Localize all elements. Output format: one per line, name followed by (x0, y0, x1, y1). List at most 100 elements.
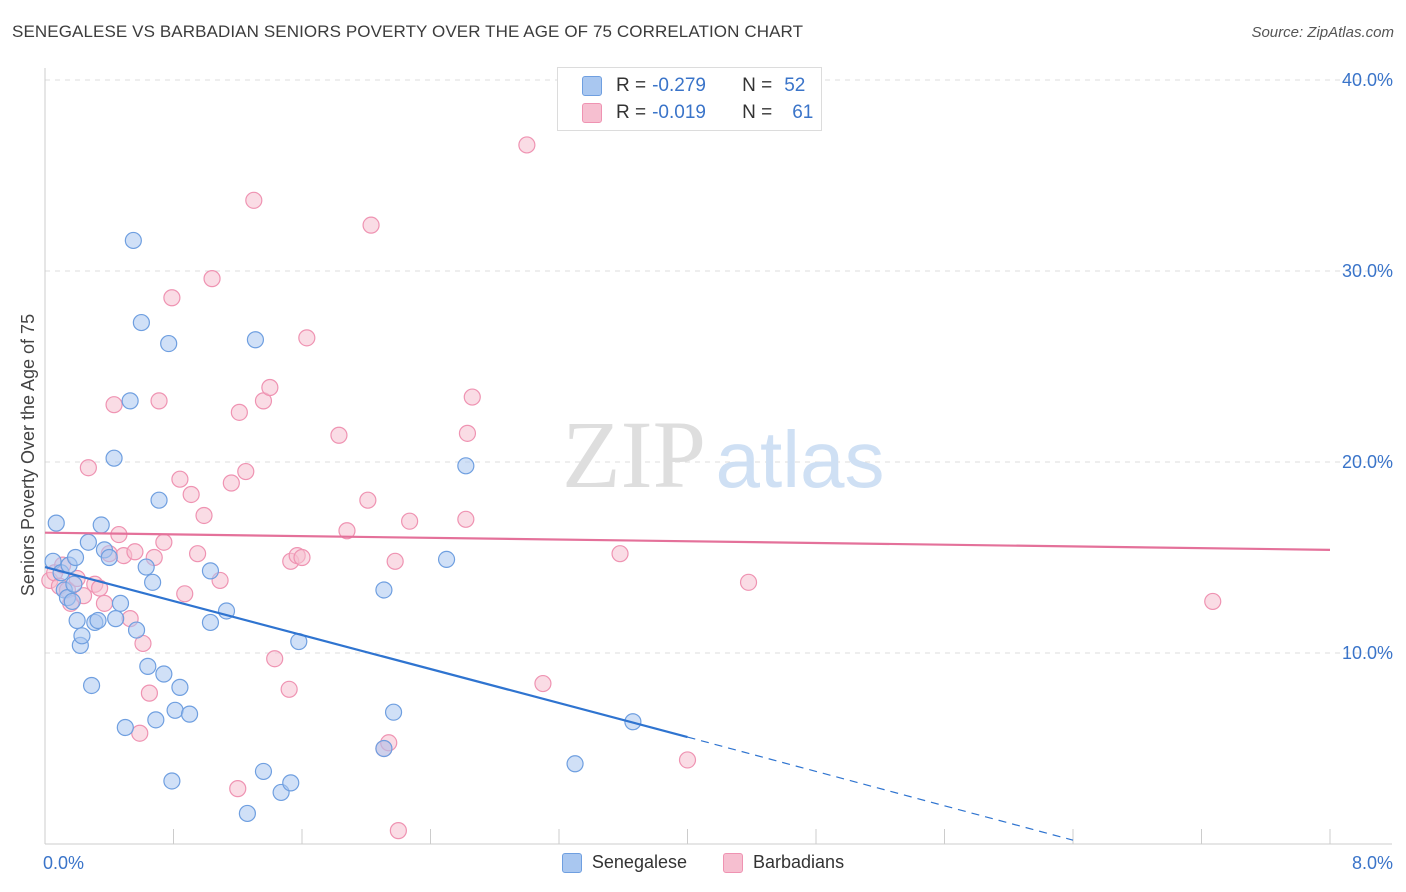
axes (44, 68, 1392, 845)
y-tick-label: 10.0% (1342, 643, 1393, 663)
senegalese-point (111, 594, 130, 612)
legend-n-label: N = (742, 102, 773, 123)
bottom-legend-label: Senegalese (591, 852, 687, 872)
tick-labels: 10.0% 20.0% 30.0% 40.0% 0.0% 8.0% (43, 70, 1393, 873)
y-tick-label: 30.0% (1342, 261, 1393, 281)
watermark-atlas: atlas (716, 415, 885, 504)
senegalese-point (201, 613, 220, 632)
barbadians-point (518, 136, 536, 154)
legend-row-barbadians: R = -0.019 N = 61 (582, 100, 813, 126)
bottom-legend-barbadians: Barbadians (723, 852, 844, 873)
senegalese-point (92, 516, 110, 534)
barbadians-point (131, 724, 149, 742)
grid-lines (45, 79, 1392, 654)
chart-title: SENEGALESE VS BARBADIAN SENIORS POVERTY … (12, 22, 804, 41)
bottom-legend: Senegalese Barbadians (0, 852, 1406, 873)
senegalese-point (384, 703, 403, 721)
barbadians-swatch (723, 852, 743, 873)
barbadians-point (140, 684, 159, 702)
senegalese-point (137, 558, 155, 576)
senegalese-point (246, 331, 265, 349)
barbadians-point (105, 396, 123, 414)
senegalese-point (238, 804, 256, 823)
senegalese-point (282, 774, 300, 792)
barbadians-point (266, 650, 284, 668)
barbadians-point (389, 822, 407, 840)
legend-r-value: -0.019 (652, 102, 706, 123)
senegalese-swatch (561, 852, 582, 873)
senegalese-point (166, 701, 184, 719)
senegalese-point (66, 548, 85, 567)
barbadians-point (245, 191, 263, 209)
barbadians-swatch (582, 103, 602, 123)
barbadians-point (171, 470, 189, 488)
senegalese-point (124, 231, 142, 250)
senegalese-point (116, 718, 134, 737)
barbadians-point (163, 289, 181, 307)
senegalese-point (147, 711, 165, 729)
barbadians-point (362, 216, 380, 234)
barbadians-point (91, 579, 109, 597)
trend-lines (44, 531, 1331, 841)
senegalese-point (121, 392, 139, 410)
legend-n-value: 52 (784, 75, 806, 96)
senegalese-trend-extension (687, 736, 1074, 841)
legend: R = -0.279 N = 52 R = -0.019 N = 61 (557, 67, 822, 131)
senegalese-point (171, 678, 189, 696)
senegalese-point (566, 755, 584, 773)
senegalese-point (254, 762, 273, 781)
senegalese-point (63, 592, 81, 611)
senegalese-trend-line (44, 565, 688, 739)
barbadians-point (176, 585, 194, 603)
senegalese-point (180, 705, 199, 723)
barbadians-point (330, 426, 348, 444)
legend-r-label: R = (616, 75, 647, 96)
y-tick-label: 20.0% (1342, 452, 1393, 472)
senegalese-point (65, 575, 83, 593)
senegalese-point (437, 550, 456, 569)
barbadians-point (611, 545, 629, 563)
barbadians-point (457, 510, 475, 528)
x-tick-label: 8.0% (1352, 853, 1393, 873)
senegalese-point (375, 739, 393, 758)
barbadians-point (230, 403, 248, 421)
barbadians-point (678, 751, 697, 769)
senegalese-point (375, 581, 393, 599)
senegalese-point (132, 313, 150, 332)
senegalese-point (150, 491, 168, 509)
y-tick-label: 40.0% (1342, 70, 1393, 90)
senegalese-point (457, 457, 475, 475)
senegalese-point (105, 449, 123, 467)
legend-row-senegalese: R = -0.279 N = 52 (582, 73, 805, 99)
barbadians-point (229, 780, 247, 798)
watermark-zip: ZIP (562, 401, 706, 508)
senegalese-point (144, 573, 162, 591)
senegalese-point (47, 514, 65, 532)
legend-r-value: -0.279 (652, 75, 706, 96)
barbadians-point (458, 424, 477, 442)
barbadians-point (182, 485, 200, 504)
senegalese-swatch (582, 76, 602, 96)
senegalese-point (201, 562, 220, 580)
senegalese-point (139, 657, 157, 675)
barbadians-point (95, 594, 114, 612)
y-axis-label: Seniors Poverty Over the Age of 75 (18, 314, 38, 596)
barbadians-point (739, 573, 758, 591)
barbadians-point (237, 462, 255, 481)
senegalese-points (44, 231, 642, 823)
senegalese-point (107, 610, 125, 628)
barbadians-point (155, 533, 173, 551)
barbadians-point (386, 552, 404, 570)
barbadians-point (188, 545, 207, 563)
barbadians-point (150, 392, 168, 410)
barbadians-point (280, 680, 298, 698)
senegalese-point (160, 334, 178, 353)
barbadians-point (261, 378, 279, 397)
senegalese-point (163, 772, 181, 790)
bottom-legend-label: Barbadians (753, 852, 845, 872)
senegalese-point (79, 533, 97, 551)
barbadians-point (359, 491, 377, 509)
senegalese-point (68, 611, 86, 630)
barbadians-trend-line (44, 531, 1331, 551)
